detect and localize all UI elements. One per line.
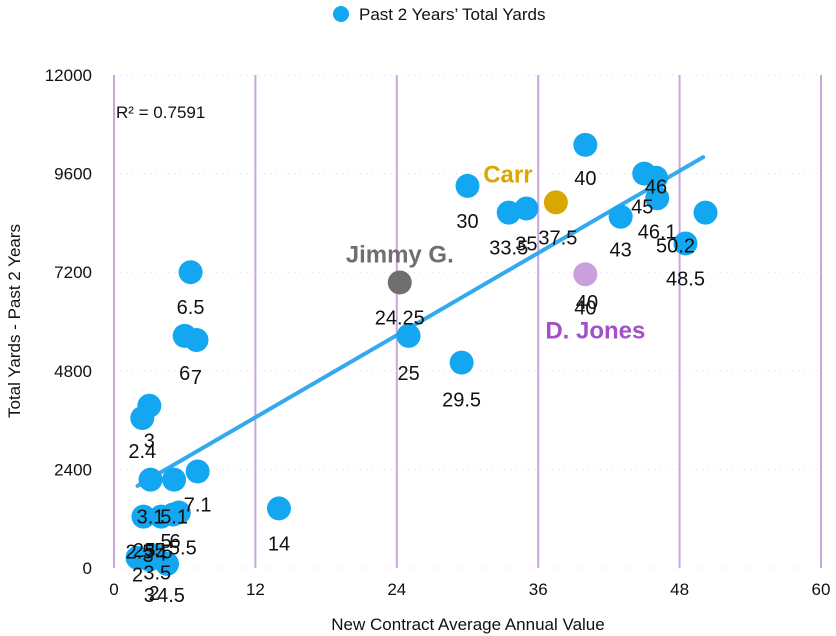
data-point xyxy=(644,165,669,190)
data-point xyxy=(645,186,670,211)
data-label: 33.5 xyxy=(489,238,528,260)
data-label-extra: 23 xyxy=(133,540,155,562)
y-tick-label: 9600 xyxy=(54,165,92,184)
data-label: 3.1 xyxy=(137,507,165,529)
highlight-value-label: 40 xyxy=(574,297,596,319)
grid xyxy=(113,74,822,569)
data-label: 2 xyxy=(132,565,143,587)
y-tick-label: 2400 xyxy=(54,460,92,479)
data-label: 3.5 xyxy=(143,563,171,585)
data-label: 4 xyxy=(156,544,167,566)
data-point xyxy=(396,323,421,348)
data-label: 46 xyxy=(645,177,667,199)
data-label: 40 xyxy=(574,168,596,190)
trendline xyxy=(135,155,706,488)
data-label: 7.1 xyxy=(184,494,212,516)
data-label-extra: 2 xyxy=(148,583,159,605)
y-axis-title: Total Yards - Past 2 Years xyxy=(5,224,24,418)
data-label: 14 xyxy=(268,533,290,555)
data-point xyxy=(673,231,698,256)
legend-marker xyxy=(333,6,349,22)
data-point xyxy=(266,496,291,521)
data-label: 48.5 xyxy=(666,268,705,290)
data-label: 7 xyxy=(191,367,202,389)
data-label-extra: 6 xyxy=(169,531,180,553)
data-point xyxy=(155,551,180,576)
legend-label: Past 2 Years’ Total Yards xyxy=(359,5,546,24)
y-tick-label: 0 xyxy=(83,559,92,578)
data-point xyxy=(184,327,209,352)
data-label: 25 xyxy=(397,363,419,385)
highlight-name-label: Jimmy G. xyxy=(346,241,454,268)
x-tick-label: 60 xyxy=(812,580,831,599)
highlight-name-label: Carr xyxy=(483,161,532,188)
data-point xyxy=(131,504,156,529)
data-label: 35 xyxy=(515,234,537,256)
highlight-point xyxy=(543,190,568,215)
highlight-point xyxy=(387,270,412,295)
data-label-extra: 5 xyxy=(160,531,171,553)
data-points xyxy=(125,132,718,576)
data-label: 30 xyxy=(456,211,478,233)
highlight-value-label: 37.5 xyxy=(538,227,577,249)
data-label: 2.5 xyxy=(126,542,154,564)
data-label: 46.1 xyxy=(638,221,677,243)
data-label: 4.5 xyxy=(157,585,185,607)
data-point xyxy=(693,200,718,225)
data-point xyxy=(178,260,203,285)
x-tick-label: 24 xyxy=(387,580,406,599)
data-label: 29.5 xyxy=(442,390,481,412)
x-axis-title: New Contract Average Annual Value xyxy=(331,615,604,634)
data-label: 43 xyxy=(610,240,632,262)
trendline-group xyxy=(135,155,706,488)
highlight-value-label: 24.25 xyxy=(375,307,425,329)
data-point xyxy=(514,196,539,221)
y-tick-label: 4800 xyxy=(54,362,92,381)
x-tick-label: 36 xyxy=(529,580,548,599)
data-point xyxy=(160,502,185,527)
data-label: 2.4 xyxy=(128,441,156,463)
legend: Past 2 Years’ Total Yards xyxy=(333,5,546,24)
highlight-name-label: D. Jones xyxy=(545,317,645,344)
x-tick-label: 48 xyxy=(670,580,689,599)
data-point xyxy=(137,393,162,418)
r-squared-label: R² = 0.7591 xyxy=(116,103,205,122)
data-label-extra: 40 xyxy=(576,292,598,314)
data-label: 3 xyxy=(144,431,155,453)
data-label: 6 xyxy=(179,363,190,385)
data-label-extra: 5 xyxy=(144,540,155,562)
x-tick-label: 12 xyxy=(246,580,265,599)
data-point xyxy=(608,204,633,229)
data-label: 45 xyxy=(631,197,653,219)
data-label-extra: 3 xyxy=(142,545,153,567)
data-label: 5 xyxy=(161,542,172,564)
data-label: 5.1 xyxy=(160,507,188,529)
data-point xyxy=(449,350,474,375)
data-point xyxy=(455,173,480,198)
data-label-extra: 5 xyxy=(154,540,165,562)
y-tick-label: 7200 xyxy=(54,263,92,282)
data-point xyxy=(162,467,187,492)
data-point xyxy=(185,459,210,484)
data-label: 5.5 xyxy=(169,538,197,560)
data-label: 50.2 xyxy=(656,236,695,258)
highlight-point xyxy=(573,262,598,287)
data-point xyxy=(138,467,163,492)
x-tick-label: 0 xyxy=(109,580,118,599)
y-tick-label: 12000 xyxy=(45,66,92,85)
data-point xyxy=(573,132,598,157)
data-label: 6.5 xyxy=(177,297,205,319)
data-label: 3 xyxy=(144,585,155,607)
